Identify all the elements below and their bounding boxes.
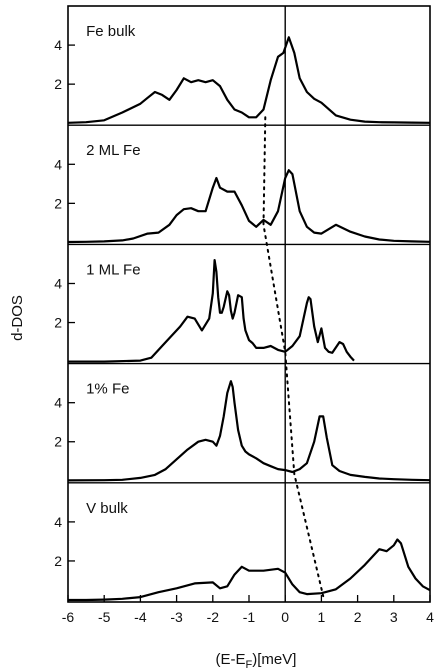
y-tick-label: 4: [54, 156, 62, 172]
panel-2: 2 ML Fe 2 4: [54, 142, 431, 244]
x-tick-label: -4: [134, 609, 147, 625]
dos-curve: [67, 36, 431, 124]
dos-curve: [68, 538, 431, 602]
x-tick-label: 4: [426, 609, 434, 625]
panel-label: 1% Fe: [86, 381, 129, 398]
x-axis-title-subscript: F: [246, 659, 253, 671]
y-tick-label: 4: [54, 395, 62, 411]
panel-3: 1 ML Fe 2 4: [54, 259, 355, 363]
dos-curve: [68, 259, 355, 363]
y-tick-label: 2: [54, 315, 62, 331]
x-tick-label: -3: [170, 609, 183, 625]
x-axis-title-main: (E-E: [216, 651, 246, 668]
x-tick-label: -6: [62, 609, 75, 625]
panel-1: Fe bulk 2 4: [54, 23, 431, 124]
y-tick-label: 2: [54, 553, 62, 569]
x-tick-label: -2: [207, 609, 220, 625]
x-tick-label: 2: [354, 609, 362, 625]
panel-label: 2 ML Fe: [86, 142, 140, 159]
x-tick-label: -5: [98, 609, 111, 625]
panel-4: 1% Fe 2 4: [54, 380, 431, 482]
dos-curve: [67, 169, 431, 244]
panel-label: V bulk: [86, 500, 128, 517]
x-tick-label: -1: [243, 609, 256, 625]
x-tick-label: 0: [281, 609, 289, 625]
y-tick-label: 4: [54, 514, 62, 530]
dos-curve: [67, 380, 431, 482]
panel-5: V bulk 2 4: [54, 500, 431, 602]
x-axis-title-unit: )[meV]: [252, 651, 296, 668]
y-tick-label: 2: [54, 434, 62, 450]
panel-label: 1 ML Fe: [86, 261, 140, 278]
y-tick-label: 2: [54, 195, 62, 211]
panel-label: Fe bulk: [86, 23, 136, 40]
x-axis: -6 -5 -4 -3 -2 -1 0 1 2 3 4: [62, 595, 434, 625]
x-tick-label: 1: [318, 609, 326, 625]
peak-shift-dotted-line: [262, 116, 325, 598]
y-tick-label: 4: [54, 37, 62, 53]
y-tick-label: 2: [54, 76, 62, 92]
y-tick-label: 4: [54, 275, 62, 291]
x-tick-label: 3: [390, 609, 398, 625]
y-axis-title: d-DOS: [9, 295, 26, 341]
x-axis-title: (E-EF)[meV]: [216, 651, 297, 671]
